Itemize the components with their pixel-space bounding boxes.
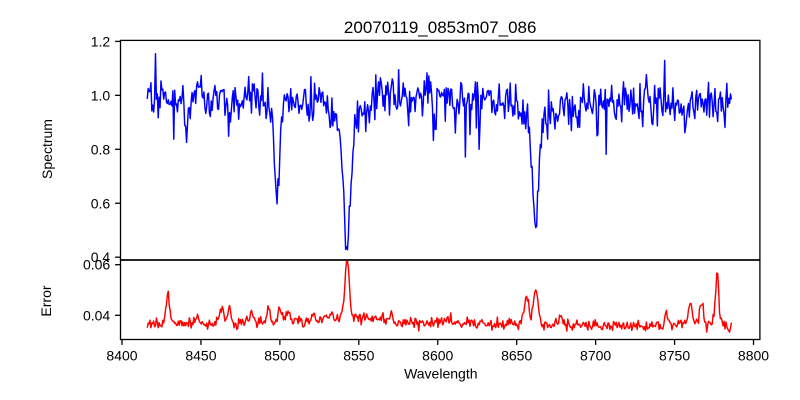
svg-text:8750: 8750: [659, 348, 690, 364]
svg-text:1.2: 1.2: [91, 33, 111, 49]
svg-text:20070119_0853m07_086: 20070119_0853m07_086: [344, 18, 537, 37]
svg-text:8400: 8400: [106, 348, 137, 364]
svg-text:8700: 8700: [580, 348, 611, 364]
svg-text:8600: 8600: [422, 348, 453, 364]
svg-text:8800: 8800: [738, 348, 769, 364]
svg-text:1.0: 1.0: [91, 87, 111, 103]
svg-text:8650: 8650: [501, 348, 532, 364]
svg-text:8550: 8550: [343, 348, 374, 364]
svg-text:8450: 8450: [185, 348, 216, 364]
svg-text:0.4: 0.4: [91, 249, 111, 265]
svg-text:0.8: 0.8: [91, 141, 111, 157]
svg-text:8500: 8500: [264, 348, 295, 364]
svg-text:Spectrum: Spectrum: [39, 119, 55, 179]
svg-text:0.06: 0.06: [83, 257, 110, 273]
svg-text:Wavelength: Wavelength: [404, 366, 477, 382]
svg-text:0.6: 0.6: [91, 195, 111, 211]
svg-text:Error: Error: [38, 285, 54, 316]
svg-text:0.04: 0.04: [83, 307, 110, 323]
